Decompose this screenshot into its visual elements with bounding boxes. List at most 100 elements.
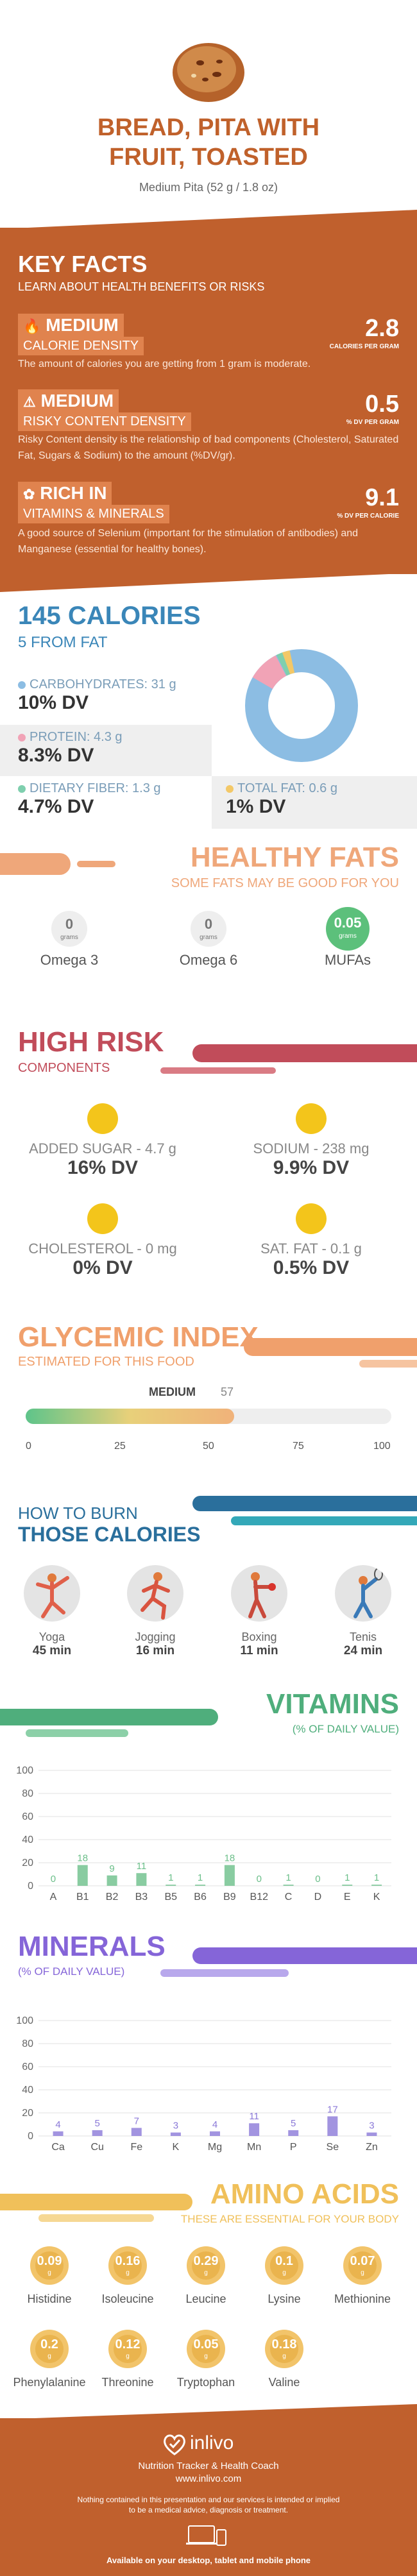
- glycemic-level: MEDIUM: [149, 1385, 196, 1398]
- minerals-decor-bar: [192, 1947, 417, 1964]
- bar-value-label: 17: [327, 2104, 338, 2115]
- amino-value: 0.2: [40, 2337, 58, 2351]
- key-facts-section: KEY FACTS LEARN ABOUT HEALTH BENEFITS OR…: [0, 210, 417, 592]
- vitamins-decor-bar-2: [26, 1729, 128, 1737]
- bar: [366, 2132, 377, 2136]
- burn-decor-bar: [192, 1496, 417, 1511]
- bar-value-label: 0: [257, 1874, 262, 1885]
- bar: [327, 2116, 338, 2136]
- brand-tagline: Nutrition Tracker & Health Coach: [138, 2461, 279, 2471]
- minerals-title: MINERALS: [18, 1931, 166, 1962]
- risk-sodium: SODIUM - 238 mg 9.9% DV: [221, 1103, 401, 1179]
- y-tick-label: 80: [22, 2038, 33, 2049]
- risk-decor-bar-2: [160, 1067, 276, 1074]
- fiber-dot-icon: [18, 784, 26, 793]
- fats-decor-bar-2: [77, 861, 115, 867]
- y-tick-label: 20: [22, 1858, 33, 1868]
- bar: [53, 2131, 64, 2136]
- bar-value-label: 18: [77, 1853, 88, 1864]
- x-tick-label: Mn: [247, 2142, 261, 2153]
- y-tick-label: 40: [22, 2085, 33, 2096]
- bar-value-label: 4: [55, 2119, 60, 2130]
- vitamins-subtitle: (% OF DAILY VALUE): [292, 1723, 399, 1735]
- x-tick-label: Cu: [90, 2142, 103, 2153]
- amino-value: 0.12: [115, 2337, 140, 2351]
- macro-protein-box: [0, 725, 212, 776]
- fats-subtitle: SOME FATS MAY BE GOOD FOR YOU: [171, 876, 399, 890]
- vitamins-density-value: 9.1: [365, 484, 399, 511]
- bar: [195, 1885, 206, 1886]
- y-tick-label: 0: [28, 1881, 33, 1892]
- glycemic-title: GLYCEMIC INDEX: [18, 1321, 259, 1353]
- bar-value-label: 3: [173, 2121, 178, 2131]
- y-tick-label: 0: [28, 2131, 33, 2142]
- fats-title: HEALTHY FATS: [190, 842, 399, 873]
- carbs-dot-icon: [18, 681, 26, 689]
- amino-name: Methionine: [334, 2292, 391, 2305]
- bar: [166, 1885, 176, 1886]
- risk-sat-fat: SAT. FAT - 0.1 g 0.5% DV: [221, 1203, 401, 1279]
- disclaimer-2: to be a medical advice, diagnosis or tre…: [128, 2505, 289, 2514]
- x-tick-label: B9: [223, 1892, 236, 1902]
- macro-fiber: DIETARY FIBER: 1.3 g 4.7% DV: [18, 781, 161, 817]
- bar-value-label: 0: [51, 1874, 56, 1885]
- amino-unit: g: [204, 2353, 208, 2360]
- key-facts-title: KEY FACTS: [18, 251, 148, 277]
- amino-decor-bar: [0, 2194, 192, 2210]
- amino-blob-icon: [107, 2245, 148, 2286]
- x-tick-label: Mg: [208, 2142, 222, 2153]
- calorie-density-value: 2.8: [365, 315, 399, 342]
- flame-icon: 🔥: [23, 318, 41, 334]
- burn-title-1: HOW TO BURN: [18, 1504, 138, 1523]
- key-facts-subtitle: LEARN ABOUT HEALTH BENEFITS OR RISKS: [18, 280, 265, 293]
- amino-name: Phenylalanine: [13, 2376, 86, 2389]
- amino-unit: g: [126, 2269, 130, 2276]
- boxing-icon: [231, 1565, 287, 1622]
- x-tick-label: B6: [194, 1892, 207, 1902]
- glycemic-decor-bar-2: [359, 1360, 417, 1368]
- glycemic-value: 57: [221, 1385, 234, 1398]
- devices-icon: [186, 2525, 231, 2546]
- gi-tick: 50: [203, 1441, 214, 1452]
- bar-value-label: 1: [345, 1872, 350, 1883]
- x-tick-label: B3: [135, 1892, 148, 1902]
- amino-blob-icon: [107, 2328, 148, 2369]
- amino-name: Lysine: [268, 2292, 301, 2305]
- amino-unit: g: [361, 2269, 364, 2276]
- amino-name: Leucine: [185, 2292, 226, 2305]
- gi-tick: 25: [114, 1441, 126, 1452]
- disclaimer-1: Nothing contained in this presentation a…: [77, 2495, 340, 2504]
- heart-logo-icon: [163, 2434, 186, 2455]
- bar: [283, 1885, 294, 1886]
- bar-value-label: 18: [225, 1853, 235, 1864]
- amino-blob-icon: [264, 2328, 305, 2369]
- bar-value-label: 5: [94, 2118, 99, 2129]
- amino-value: 0.07: [350, 2254, 375, 2268]
- footer: inlivo Nutrition Tracker & Health Coach …: [0, 2404, 417, 2576]
- yoga-icon: [24, 1565, 80, 1622]
- bar: [342, 1885, 353, 1886]
- glycemic-fill-bar: [26, 1409, 234, 1424]
- x-tick-label: E: [344, 1892, 351, 1902]
- x-tick-label: Fe: [130, 2142, 142, 2153]
- vitamins-bar-chart: 0204060801000A18B19B211B31B51B618B90B121…: [16, 1765, 391, 1902]
- amino-name: Tryptophan: [176, 2376, 235, 2389]
- x-tick-label: K: [173, 2142, 180, 2153]
- site-link[interactable]: www.inlivo.com: [175, 2473, 242, 2484]
- x-tick-label: Se: [327, 2142, 339, 2153]
- minerals-bar-chart: 0 20 40 60 80 100 4 Ca 5 Cu 7 Fe 3 K 4 Mg 11 Mn 5 P 17 Se 3 Zn: [16, 2015, 391, 2153]
- glycemic-decor-bar: [244, 1338, 417, 1356]
- burn-title-2: THOSE CALORIES: [18, 1523, 201, 1546]
- y-tick-label: 100: [16, 2015, 33, 2026]
- bar: [106, 1875, 117, 1886]
- warning-icon: ⚠: [23, 394, 36, 410]
- calories-donut-chart: [243, 647, 361, 765]
- risk-added-sugar: ADDED SUGAR - 4.7 g 16% DV: [13, 1103, 192, 1179]
- amino-value: 0.18: [271, 2337, 297, 2351]
- bar-value-label: 9: [109, 1863, 114, 1874]
- bar-value-label: 4: [212, 2119, 217, 2130]
- calorie-density-fact: 🔥 MEDIUM CALORIE DENSITY: [18, 314, 144, 355]
- amino-name: Histidine: [27, 2292, 72, 2305]
- bar-value-label: 11: [249, 2111, 259, 2122]
- bar: [288, 2130, 299, 2136]
